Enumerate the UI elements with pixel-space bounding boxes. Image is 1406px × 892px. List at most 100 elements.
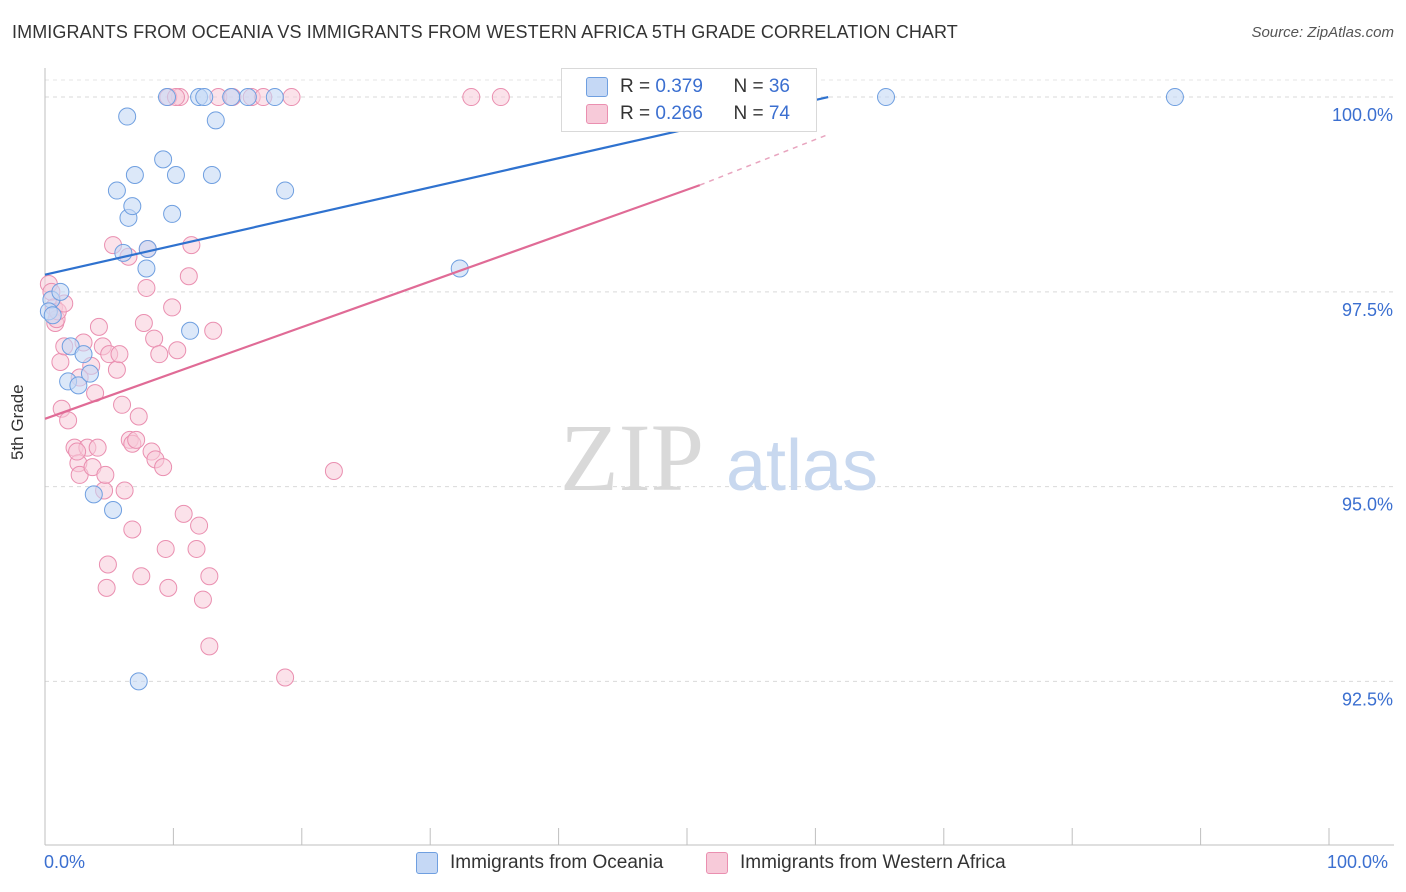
- series-swatch-western-africa: [706, 852, 728, 874]
- data-point-western-africa: [68, 442, 87, 461]
- data-point-western-africa: [462, 88, 481, 107]
- data-point-oceania: [222, 88, 241, 107]
- data-point-oceania: [104, 500, 123, 519]
- y-tick-label: 95.0%: [1342, 495, 1393, 515]
- y-tick-labels: 92.5% 95.0% 97.5% 100.0%: [1332, 105, 1393, 709]
- data-point-western-africa: [96, 465, 115, 484]
- x-tick-label-max: 100.0%: [1327, 852, 1389, 872]
- data-point-western-africa: [282, 88, 301, 107]
- data-point-western-africa: [150, 345, 169, 364]
- watermark-zip: ZIP: [560, 404, 704, 511]
- data-point-western-africa: [174, 504, 193, 523]
- data-point-western-africa: [168, 341, 187, 360]
- y-tick-label: 97.5%: [1342, 300, 1393, 320]
- data-point-oceania: [154, 150, 173, 169]
- data-point-oceania: [181, 321, 200, 340]
- data-point-oceania: [125, 165, 144, 184]
- series-legend-western-africa: Immigrants from Western Africa: [706, 852, 1006, 874]
- series-swatch-oceania: [416, 852, 438, 874]
- data-point-western-africa: [113, 395, 132, 414]
- legend-swatch-western-africa: [586, 104, 608, 124]
- trend-lines: [44, 95, 829, 420]
- legend-r-value: 0.379: [655, 76, 703, 97]
- watermark-atlas: atlas: [726, 426, 878, 506]
- data-point-oceania: [80, 364, 99, 383]
- data-point-oceania: [202, 165, 221, 184]
- series-oceania-points: [39, 88, 1184, 691]
- grid-lines: [45, 79, 1394, 682]
- y-tick-label: 100.0%: [1332, 105, 1393, 125]
- data-point-western-africa: [123, 520, 142, 539]
- data-point-western-africa: [115, 481, 134, 500]
- data-point-western-africa: [154, 458, 173, 477]
- data-point-oceania: [123, 197, 142, 216]
- data-point-oceania: [206, 111, 225, 130]
- data-point-oceania: [157, 88, 176, 107]
- data-point-oceania: [137, 259, 156, 278]
- data-point-western-africa: [193, 590, 212, 609]
- trendline-western-africa: [44, 184, 701, 420]
- data-point-western-africa: [129, 407, 148, 426]
- data-point-oceania: [69, 376, 88, 395]
- data-point-oceania: [238, 88, 257, 107]
- data-point-western-africa: [276, 668, 295, 687]
- chart-title: IMMIGRANTS FROM OCEANIA VS IMMIGRANTS FR…: [12, 22, 958, 42]
- legend-n-value: 36: [768, 76, 790, 97]
- data-point-oceania: [43, 306, 62, 325]
- data-point-western-africa: [88, 438, 107, 457]
- data-point-western-africa: [491, 88, 510, 107]
- legend-swatch-oceania: [586, 77, 608, 97]
- series-legend-oceania: Immigrants from Oceania: [416, 852, 663, 874]
- data-point-oceania: [265, 88, 284, 107]
- data-point-western-africa: [51, 352, 70, 371]
- y-tick-label: 92.5%: [1342, 689, 1393, 709]
- data-point-western-africa: [187, 539, 206, 558]
- data-point-western-africa: [132, 567, 151, 586]
- data-point-western-africa: [324, 462, 343, 481]
- data-point-oceania: [129, 672, 148, 691]
- data-point-western-africa: [98, 555, 117, 574]
- watermark: ZIP atlas: [560, 404, 878, 511]
- data-point-oceania: [84, 485, 103, 504]
- data-point-oceania: [118, 107, 137, 126]
- series-legend-label: Immigrants from Oceania: [450, 852, 664, 873]
- data-point-western-africa: [200, 637, 219, 656]
- data-point-oceania: [163, 204, 182, 223]
- data-point-oceania: [166, 165, 185, 184]
- axes: [44, 68, 1394, 846]
- legend-n-label: N =: [733, 76, 769, 97]
- data-point-western-africa: [179, 267, 198, 286]
- series-legend-label: Immigrants from Western Africa: [740, 852, 1006, 873]
- series-western-africa-points: [39, 88, 510, 687]
- data-point-western-africa: [59, 411, 78, 430]
- data-point-western-africa: [97, 578, 116, 597]
- data-point-western-africa: [159, 578, 178, 597]
- data-point-oceania: [51, 282, 70, 301]
- data-point-oceania: [74, 345, 93, 364]
- data-point-western-africa: [134, 314, 153, 332]
- legend-n-value: 74: [768, 103, 790, 124]
- legend-r-label: R =: [620, 76, 656, 97]
- data-point-western-africa: [110, 345, 129, 364]
- data-point-oceania: [1165, 88, 1184, 107]
- data-point-western-africa: [145, 329, 164, 348]
- series-legend: Immigrants from Oceania Immigrants from …: [0, 852, 1406, 878]
- data-point-western-africa: [156, 539, 175, 558]
- data-point-western-africa: [127, 430, 146, 449]
- data-point-western-africa: [107, 360, 126, 379]
- data-point-western-africa: [200, 567, 219, 586]
- x-tick-label-min: 0.0%: [44, 852, 86, 872]
- data-point-oceania: [877, 88, 896, 107]
- data-point-western-africa: [163, 298, 182, 317]
- data-point-western-africa: [204, 321, 223, 340]
- legend-n-label: N =: [733, 103, 769, 124]
- data-point-western-africa: [137, 278, 156, 297]
- legend-r-label: R =: [620, 103, 656, 124]
- source-label: Source: ZipAtlas.com: [1251, 24, 1394, 41]
- data-point-western-africa: [190, 516, 209, 535]
- trendline-western-africa-extension: [699, 133, 829, 186]
- data-point-western-africa: [89, 317, 108, 336]
- data-point-oceania: [276, 181, 295, 200]
- data-point-oceania: [195, 88, 214, 107]
